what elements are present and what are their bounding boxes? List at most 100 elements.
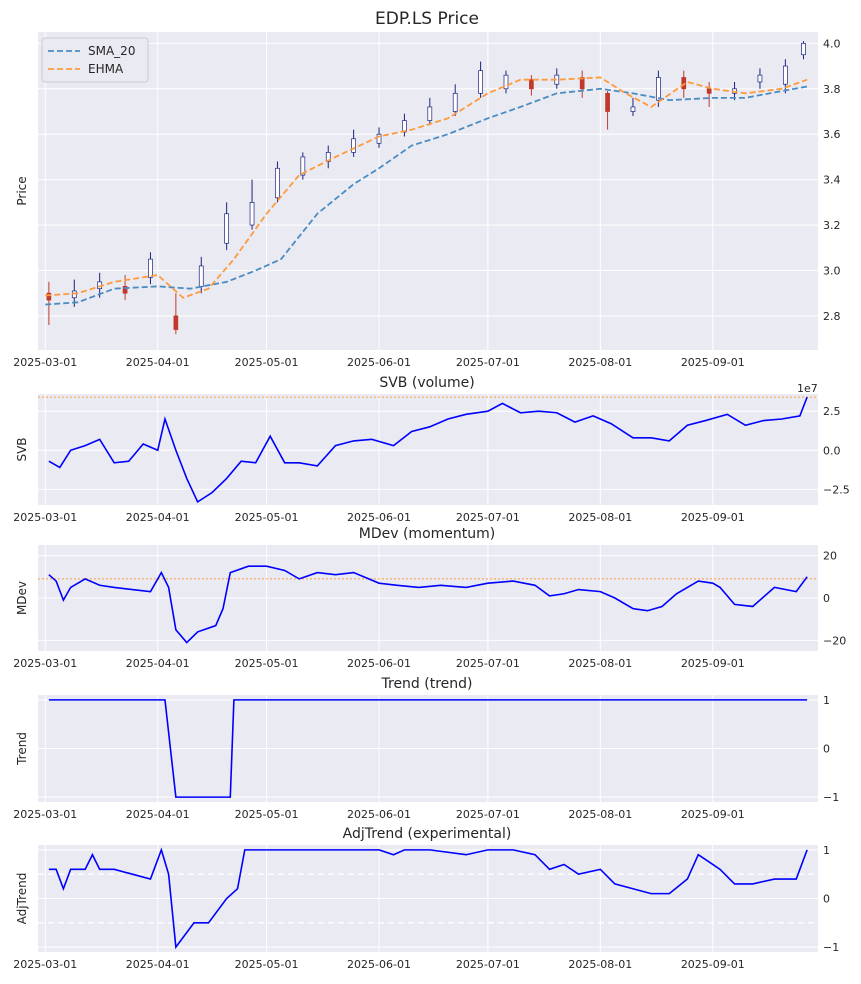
- adjtrend-series-line: [48, 847, 808, 950]
- x-tick-label: 2025-05-01: [235, 657, 299, 670]
- x-tick-label: 2025-06-01: [347, 657, 411, 670]
- y-axis-label: MDev: [15, 581, 29, 615]
- candle-body: [249, 202, 255, 226]
- legend-label-sma: SMA_20: [88, 44, 135, 58]
- x-tick-label: 2025-07-01: [456, 808, 520, 821]
- y-tick-label: −1: [823, 941, 839, 954]
- adjtrend-panel-title: AdjTrend (experimental): [343, 826, 512, 842]
- y-tick-label: 2.8: [823, 310, 841, 323]
- x-tick-label: 2025-08-01: [568, 511, 632, 524]
- candle-body: [681, 77, 687, 90]
- x-tick-label: 2025-05-01: [235, 511, 299, 524]
- y-tick-label: 0: [823, 893, 830, 906]
- y-tick-label: 20: [823, 550, 837, 563]
- x-tick-label: 2025-07-01: [456, 511, 520, 524]
- x-tick-label: 2025-06-01: [347, 511, 411, 524]
- svb-offset-text: 1e7: [797, 382, 818, 395]
- candle-body: [579, 77, 585, 90]
- x-tick-label: 2025-07-01: [456, 356, 520, 369]
- x-tick-label: 2025-06-01: [347, 958, 411, 971]
- y-tick-label: −2.5: [823, 483, 850, 496]
- y-tick-label: 3.2: [823, 219, 841, 232]
- plot-area: [38, 394, 818, 505]
- candle-body: [605, 92, 610, 112]
- candle-body: [46, 292, 52, 301]
- y-tick-label: 3.8: [823, 83, 841, 96]
- x-tick-label: 2025-05-01: [235, 356, 299, 369]
- y-tick-label: 3.6: [823, 128, 841, 141]
- trend-series-line: [48, 699, 808, 798]
- x-tick-label: 2025-05-01: [235, 808, 299, 821]
- candle-body: [224, 213, 230, 244]
- candle-body: [757, 74, 763, 83]
- y-axis-label: SVB: [15, 437, 29, 461]
- x-tick-label: 2025-04-01: [126, 657, 190, 670]
- mdev-panel: 2025-03-01 2025-04-01 2025-05-01 2025-06-01…: [13, 545, 846, 670]
- x-tick-label: 2025-03-01: [13, 356, 77, 369]
- y-tick-label: 2.5: [823, 405, 841, 418]
- x-tick-label: 2025-03-01: [13, 958, 77, 971]
- mdev-series-line: [48, 565, 808, 644]
- y-tick-label: 1: [823, 694, 830, 707]
- y-axis-label: AdjTrend: [15, 873, 29, 925]
- x-tick-label: 2025-04-01: [126, 511, 190, 524]
- price-panel-title: EDP.LS Price: [375, 9, 479, 29]
- svb-panel: 2025-03-01 2025-04-01 2025-05-01 2025-06-01…: [13, 394, 850, 524]
- y-tick-label: 3.0: [823, 265, 841, 278]
- x-tick-label: 2025-08-01: [568, 958, 632, 971]
- candle-body: [478, 70, 483, 94]
- x-tick-label: 2025-06-01: [347, 356, 411, 369]
- mdev-panel-title: MDev (momentum): [359, 526, 495, 542]
- candle-body: [351, 138, 356, 153]
- x-tick-label: 2025-08-01: [568, 808, 632, 821]
- y-tick-label: 3.4: [823, 174, 841, 187]
- y-tick-label: 0: [823, 592, 830, 605]
- y-tick-label: 1: [823, 844, 830, 857]
- x-tick-label: 2025-09-01: [681, 511, 745, 524]
- candle-body: [630, 106, 636, 112]
- x-tick-label: 2025-06-01: [347, 808, 411, 821]
- candle-body: [198, 265, 204, 287]
- trend-panel-title: Trend (trend): [381, 676, 473, 692]
- svb-series-line: [48, 396, 808, 504]
- x-tick-label: 2025-03-01: [13, 808, 77, 821]
- candle-body: [173, 315, 179, 330]
- y-tick-label: 0: [823, 743, 830, 756]
- y-tick-label: −1: [823, 791, 839, 804]
- candle-body: [452, 92, 458, 112]
- y-axis-label: Trend: [15, 732, 29, 766]
- x-tick-label: 2025-08-01: [568, 657, 632, 670]
- x-tick-label: 2025-09-01: [681, 808, 745, 821]
- candle-body: [300, 156, 306, 176]
- price-panel: 2025-03-01 2025-04-01 2025-05-01 2025-06-01…: [13, 32, 841, 369]
- sma-line: [45, 85, 808, 306]
- x-tick-label: 2025-04-01: [126, 356, 190, 369]
- x-tick-label: 2025-04-01: [126, 808, 190, 821]
- candle-body: [656, 77, 661, 101]
- legend-label-ehma: EHMA: [88, 62, 124, 76]
- x-tick-label: 2025-03-01: [13, 657, 77, 670]
- y-tick-label: 4.0: [823, 37, 841, 50]
- y-tick-label: −20: [823, 634, 846, 647]
- x-tick-label: 2025-04-01: [126, 958, 190, 971]
- candle-body: [275, 167, 280, 199]
- y-tick-label: 0.0: [823, 444, 841, 457]
- candle-body: [503, 74, 509, 90]
- x-tick-label: 2025-03-01: [13, 511, 77, 524]
- plot-area: [38, 32, 818, 350]
- adjtrend-panel: 2025-03-01 2025-04-01 2025-05-01 2025-06-01…: [13, 844, 839, 971]
- x-tick-label: 2025-07-01: [456, 657, 520, 670]
- candle-body: [427, 106, 433, 121]
- x-tick-label: 2025-09-01: [681, 958, 745, 971]
- ehma-line: [45, 76, 808, 299]
- candle-body: [148, 258, 153, 278]
- candle-body: [782, 65, 788, 85]
- x-tick-label: 2025-09-01: [681, 657, 745, 670]
- x-tick-label: 2025-05-01: [235, 958, 299, 971]
- candle-body: [706, 88, 712, 94]
- svb-panel-title: SVB (volume): [379, 375, 474, 391]
- x-tick-label: 2025-09-01: [681, 356, 745, 369]
- y-axis-label: Price: [15, 176, 29, 205]
- trend-panel: 2025-03-01 2025-04-01 2025-05-01 2025-06-01…: [13, 694, 839, 821]
- candle-body: [122, 286, 128, 294]
